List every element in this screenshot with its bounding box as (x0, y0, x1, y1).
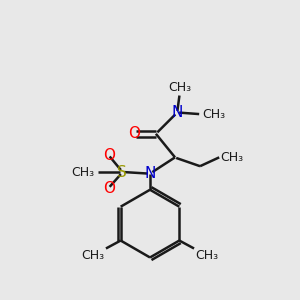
Text: S: S (117, 165, 127, 180)
Text: O: O (103, 148, 115, 163)
Text: O: O (103, 181, 115, 196)
Text: CH₃: CH₃ (221, 151, 244, 164)
Text: CH₃: CH₃ (202, 108, 225, 121)
Text: N: N (144, 166, 156, 181)
Text: N: N (171, 105, 183, 120)
Text: CH₃: CH₃ (71, 166, 94, 178)
Text: CH₃: CH₃ (81, 249, 104, 262)
Text: CH₃: CH₃ (196, 249, 219, 262)
Text: O: O (128, 126, 140, 141)
Text: CH₃: CH₃ (168, 81, 191, 94)
